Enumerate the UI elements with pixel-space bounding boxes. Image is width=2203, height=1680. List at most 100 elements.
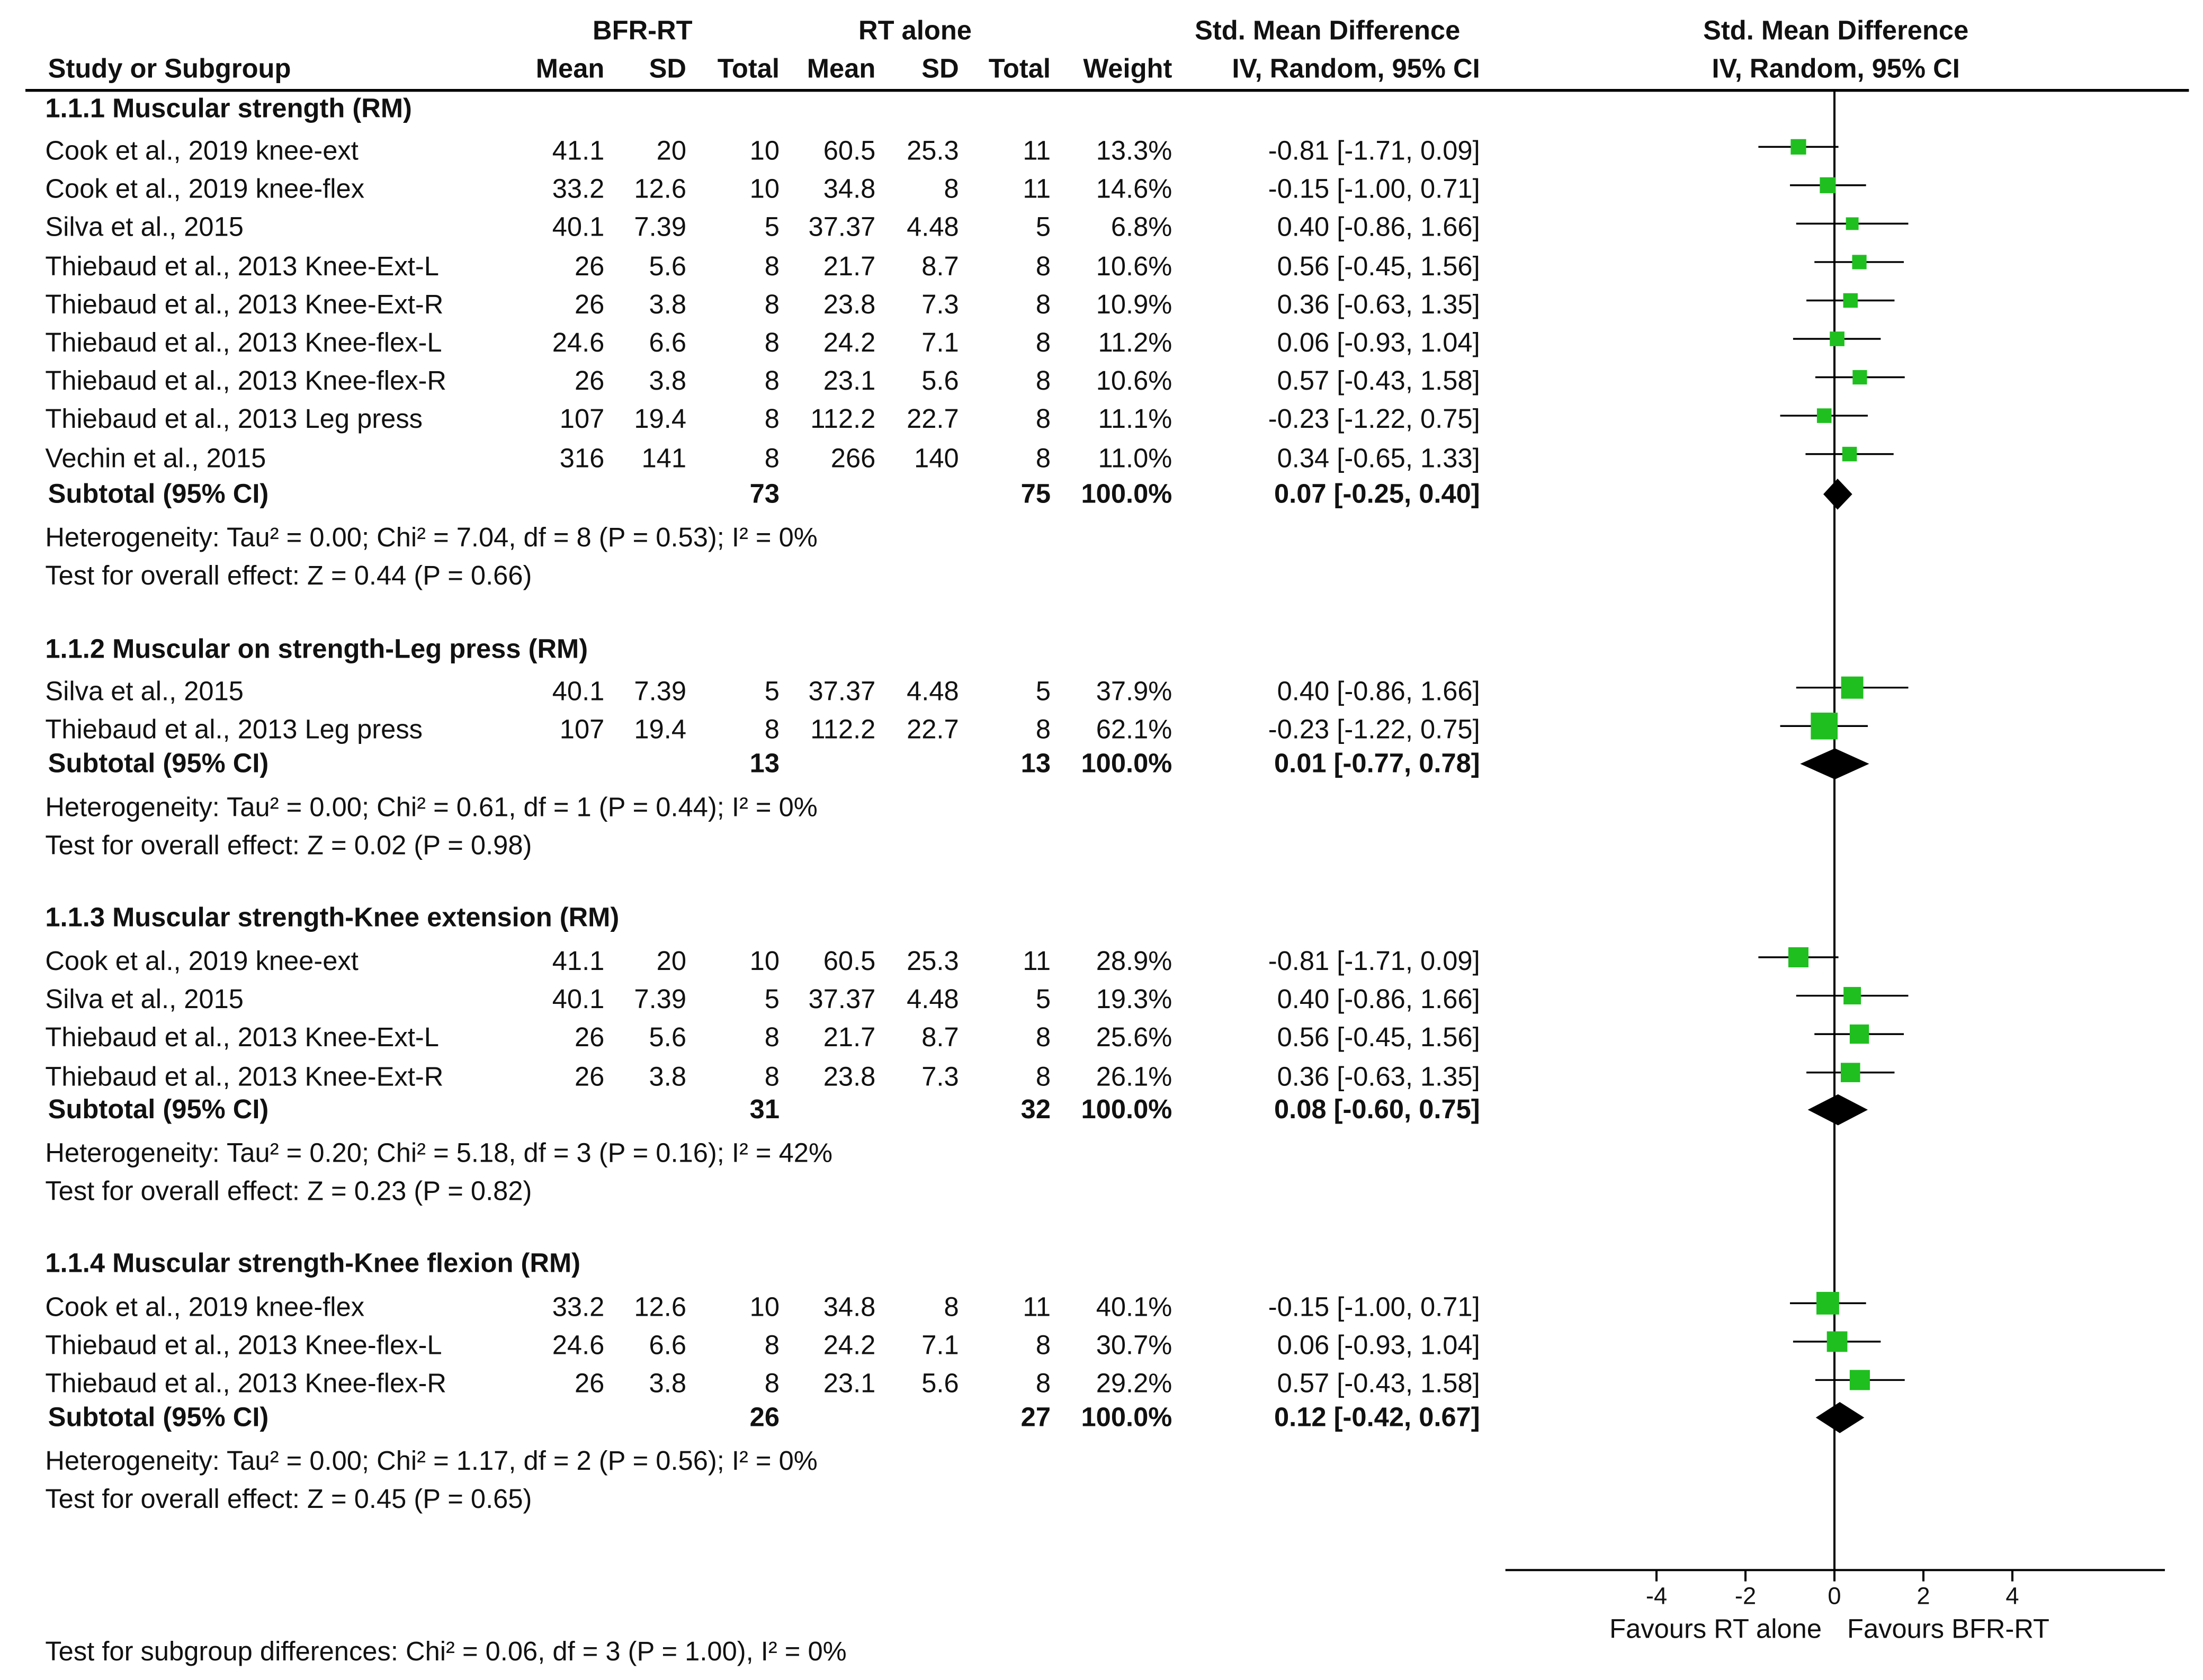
study-sd1-cell: 3.8: [649, 290, 687, 320]
study-sd2-cell: 8: [944, 1293, 959, 1323]
study-sd1-cell: 141: [641, 444, 687, 474]
sd2-column-header: SD: [921, 55, 959, 85]
study-effect-marker: [1840, 1063, 1860, 1082]
study-effect-marker: [1843, 293, 1858, 308]
study-effect-marker: [1852, 255, 1867, 269]
study-sd2-cell: 4.48: [907, 985, 959, 1016]
study-sd1-cell: 3.8: [649, 1370, 687, 1400]
study-effect-marker: [1830, 331, 1844, 346]
study-ci-cell: -0.15 [-1.00, 0.71]: [1268, 175, 1480, 205]
study-ci-cell: -0.15 [-1.00, 0.71]: [1268, 1293, 1480, 1323]
study-study-cell: Cook et al., 2019 knee-flex: [45, 1293, 365, 1323]
total2-column-header: Total: [988, 55, 1051, 85]
x-axis-tick-label: -4: [1645, 1583, 1668, 1610]
study-ci-cell: 0.40 [-0.86, 1.66]: [1277, 985, 1480, 1016]
x-axis-tick-label: -2: [1734, 1583, 1757, 1610]
study-sd1-cell: 20: [656, 947, 687, 977]
study-mean1-cell: 26: [574, 367, 605, 397]
study-ci-cell: 0.06 [-0.93, 1.04]: [1277, 1332, 1480, 1362]
overall-effect-text: Test for overall effect: Z = 0.23 (P = 0…: [45, 1178, 532, 1208]
study-mean2-cell: 21.7: [823, 1024, 876, 1054]
study-sd1-cell: 5.6: [649, 252, 687, 282]
study-study-cell: Silva et al., 2015: [45, 678, 244, 708]
study-weight-cell: 11.1%: [1098, 406, 1172, 436]
study-total1-cell: 10: [749, 1293, 780, 1323]
subtotal-diamond: [1800, 748, 1869, 780]
study-total1-cell: 8: [764, 1024, 780, 1054]
study-total1-cell: 8: [764, 1332, 780, 1362]
study-total1-cell: 10: [749, 175, 780, 205]
study-effect-marker: [1849, 1370, 1870, 1390]
study-study-cell: Thiebaud et al., 2013 Knee-Ext-R: [45, 1062, 444, 1092]
study-weight-cell: 40.1%: [1096, 1293, 1172, 1323]
study-weight-cell: 6.8%: [1111, 213, 1172, 244]
study-mean2-cell: 112.2: [810, 716, 876, 746]
study-study-cell: Thiebaud et al., 2013 Leg press: [45, 716, 423, 746]
study-sd2-cell: 7.1: [921, 1332, 959, 1362]
study-mean1-cell: 26: [574, 1370, 605, 1400]
study-study-cell: Thiebaud et al., 2013 Knee-flex-R: [45, 367, 447, 397]
heterogeneity-text: Heterogeneity: Tau² = 0.00; Chi² = 1.17,…: [45, 1447, 818, 1477]
study-mean2-cell: 23.1: [823, 367, 876, 397]
study-weight-cell: 19.3%: [1096, 985, 1172, 1016]
study-weight-cell: 14.6%: [1096, 175, 1172, 205]
study-mean2-cell: 60.5: [823, 137, 876, 167]
study-mean1-cell: 316: [559, 444, 605, 474]
study-study-cell: Thiebaud et al., 2013 Knee-Ext-R: [45, 290, 444, 320]
study-total1-cell: 8: [764, 252, 780, 282]
mean2-column-header: Mean: [807, 55, 876, 85]
study-mean1-cell: 40.1: [552, 213, 605, 244]
study-mean2-cell: 23.1: [823, 1370, 876, 1400]
subtotal-ci: 0.12 [-0.42, 0.67]: [1274, 1403, 1480, 1433]
group1-header: BFR-RT: [593, 17, 693, 47]
study-mean1-cell: 40.1: [552, 678, 605, 708]
subgroup-differences-test: Test for subgroup differences: Chi² = 0.…: [45, 1638, 847, 1668]
study-effect-marker: [1842, 446, 1857, 462]
header-divider: [25, 89, 2189, 92]
subgroup-title: 1.1.3 Muscular strength-Knee extension (…: [45, 903, 620, 933]
study-total2-cell: 8: [1035, 1024, 1051, 1054]
plot-ci-header: IV, Random, 95% CI: [1712, 55, 1960, 85]
x-axis-tick-label: 2: [1917, 1583, 1930, 1610]
study-effect-marker: [1811, 712, 1838, 740]
study-weight-cell: 11.2%: [1098, 329, 1172, 359]
study-effect-marker: [1826, 1331, 1848, 1352]
study-total1-cell: 8: [764, 1062, 780, 1092]
subtotal-total2: 75: [1020, 480, 1051, 510]
study-mean2-cell: 23.8: [823, 1062, 876, 1092]
study-effect-marker: [1816, 1291, 1839, 1315]
heterogeneity-text: Heterogeneity: Tau² = 0.00; Chi² = 0.61,…: [45, 793, 818, 823]
study-ci-cell: 0.06 [-0.93, 1.04]: [1277, 329, 1480, 359]
study-study-cell: Thiebaud et al., 2013 Knee-flex-R: [45, 1370, 447, 1400]
study-sd2-cell: 22.7: [907, 406, 959, 436]
study-sd2-cell: 7.3: [921, 1062, 959, 1092]
subtotal-total1: 73: [749, 480, 780, 510]
study-total1-cell: 10: [749, 947, 780, 977]
study-weight-cell: 26.1%: [1096, 1062, 1172, 1092]
study-ci-cell: -0.23 [-1.22, 0.75]: [1268, 406, 1480, 436]
subtotal-label: Subtotal (95% CI): [48, 1403, 269, 1433]
subtotal-total2: 27: [1020, 1403, 1051, 1433]
study-mean1-cell: 26: [574, 290, 605, 320]
study-total2-cell: 8: [1035, 329, 1051, 359]
study-mean1-cell: 24.6: [552, 1332, 605, 1362]
group2-header: RT alone: [858, 17, 972, 47]
study-total2-cell: 8: [1035, 252, 1051, 282]
study-ci-cell: 0.57 [-0.43, 1.58]: [1277, 1370, 1480, 1400]
study-mean1-cell: 33.2: [552, 1293, 605, 1323]
study-mean2-cell: 112.2: [810, 406, 876, 436]
subgroup-title: 1.1.1 Muscular strength (RM): [45, 94, 412, 124]
study-mean2-cell: 23.8: [823, 290, 876, 320]
study-sd2-cell: 5.6: [921, 1370, 959, 1400]
study-total2-cell: 11: [1023, 1293, 1051, 1323]
study-sd2-cell: 8.7: [921, 1024, 959, 1054]
study-total2-cell: 8: [1035, 1062, 1051, 1092]
study-mean1-cell: 26: [574, 1024, 605, 1054]
favours-left-label: Favours RT alone: [1609, 1615, 1822, 1645]
study-total2-cell: 5: [1035, 985, 1051, 1016]
study-ci-cell: 0.56 [-0.45, 1.56]: [1277, 252, 1480, 282]
study-study-cell: Cook et al., 2019 knee-flex: [45, 175, 365, 205]
subtotal-diamond: [1823, 479, 1852, 510]
study-ci-cell: 0.34 [-0.65, 1.33]: [1277, 444, 1480, 474]
study-mean2-cell: 24.2: [823, 329, 876, 359]
